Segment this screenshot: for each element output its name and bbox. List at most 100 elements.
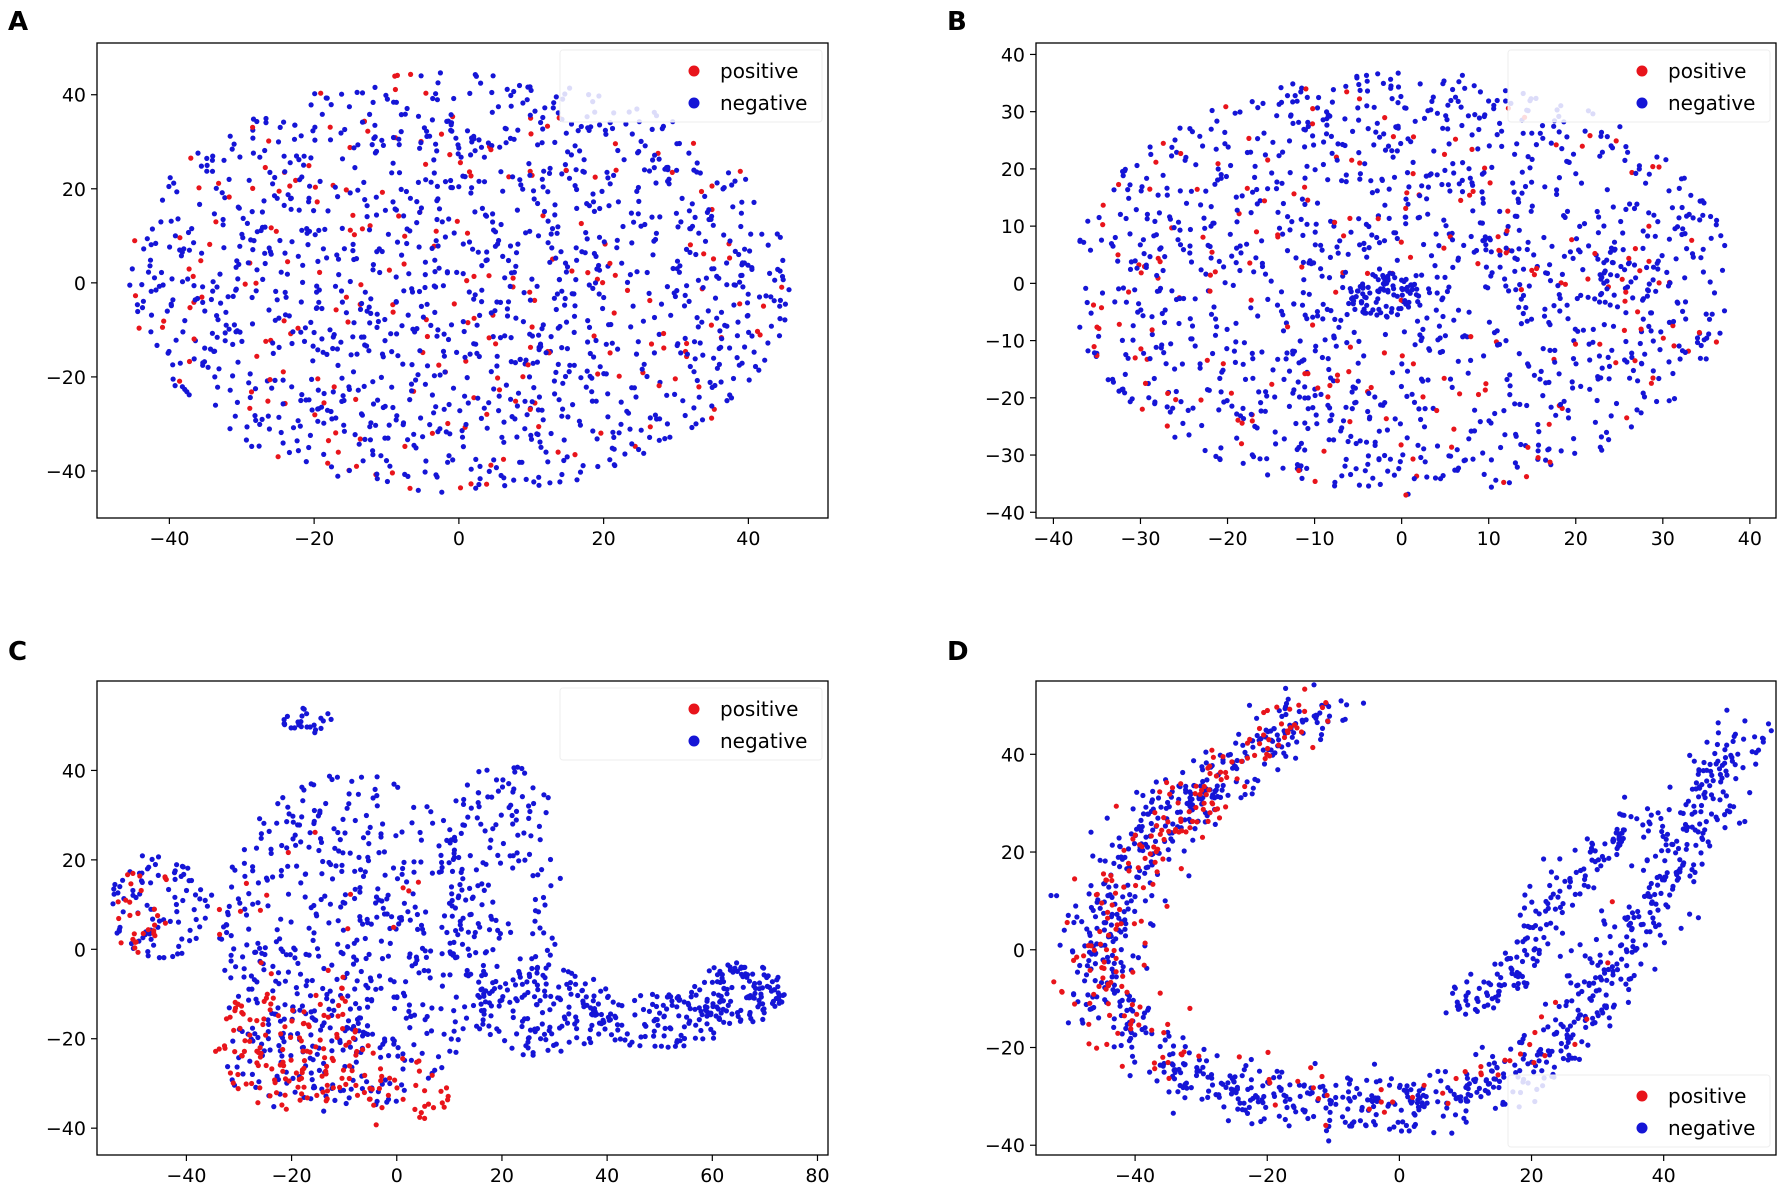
negative-point [568, 121, 575, 127]
negative-point [1434, 443, 1441, 449]
negative-point [435, 327, 441, 333]
positive-point [1347, 419, 1353, 425]
negative-point [308, 319, 314, 325]
positive-point [1407, 254, 1414, 260]
negative-point [540, 126, 546, 132]
negative-point [223, 309, 229, 315]
negative-point [1655, 219, 1661, 225]
negative-point [534, 966, 540, 972]
positive-point [415, 879, 421, 885]
negative-point [1280, 149, 1286, 155]
negative-point [1640, 822, 1646, 828]
negative-point [1439, 181, 1445, 188]
positive-point [394, 72, 400, 78]
positive-point [471, 395, 477, 401]
negative-point [422, 469, 428, 475]
negative-point [558, 249, 564, 255]
negative-point [1347, 286, 1353, 292]
negative-point [401, 900, 407, 906]
negative-point [375, 397, 381, 403]
negative-point [340, 899, 346, 906]
positive-point [1646, 258, 1652, 264]
negative-point [339, 299, 345, 305]
negative-point [1520, 310, 1526, 317]
negative-point [431, 170, 437, 176]
negative-point [696, 1017, 702, 1023]
negative-point [1446, 453, 1452, 459]
negative-point [1716, 766, 1723, 772]
negative-point [727, 1020, 733, 1026]
negative-point [481, 993, 487, 999]
negative-point [1288, 113, 1294, 119]
negative-point [1432, 263, 1438, 269]
negative-point [358, 411, 365, 417]
negative-point [1241, 1100, 1247, 1106]
negative-point [1707, 783, 1713, 789]
negative-point [378, 985, 384, 991]
positive-point [247, 1032, 253, 1038]
negative-point [1564, 208, 1571, 214]
negative-point [418, 140, 424, 146]
negative-point [175, 951, 181, 957]
negative-point [233, 264, 239, 270]
negative-point [529, 276, 535, 282]
negative-point [1305, 406, 1311, 412]
negative-point [1323, 1105, 1329, 1111]
negative-point [440, 348, 447, 354]
negative-point [541, 930, 547, 936]
negative-point [391, 781, 397, 787]
negative-point [1329, 99, 1335, 105]
positive-point [340, 1011, 346, 1018]
negative-point [1123, 215, 1129, 222]
negative-point [412, 904, 418, 910]
negative-point [416, 970, 422, 976]
negative-point [395, 353, 401, 359]
negative-point [340, 927, 346, 933]
negative-point [758, 991, 764, 997]
negative-point [1083, 285, 1089, 291]
negative-point [675, 224, 681, 230]
negative-point [261, 967, 267, 973]
negative-point [1388, 76, 1394, 82]
negative-point [1634, 945, 1640, 952]
negative-point [1248, 305, 1254, 311]
positive-point [321, 1046, 327, 1052]
negative-point [561, 967, 567, 973]
positive-point [1269, 381, 1275, 387]
positive-point [417, 1114, 423, 1120]
negative-point [1198, 202, 1204, 208]
positive-point [359, 226, 365, 232]
negative-point [1637, 340, 1643, 347]
negative-point [749, 266, 755, 272]
negative-point [1364, 254, 1370, 260]
negative-point [696, 230, 702, 236]
negative-point [389, 170, 395, 176]
negative-point [1270, 139, 1276, 145]
y-tick-label: −20 [985, 388, 1025, 410]
negative-point [598, 988, 604, 994]
positive-point [270, 995, 276, 1001]
negative-point [355, 142, 361, 148]
negative-point [1456, 79, 1462, 85]
negative-point [1187, 226, 1193, 233]
negative-point [674, 1038, 680, 1044]
negative-point [299, 227, 305, 233]
negative-point [556, 397, 562, 403]
negative-point [361, 179, 367, 185]
negative-point [376, 973, 383, 979]
negative-point [693, 1022, 699, 1028]
negative-point [468, 805, 474, 811]
negative-point [565, 149, 571, 155]
positive-point [376, 1085, 382, 1092]
negative-point [1334, 244, 1340, 250]
negative-point [342, 892, 348, 898]
negative-point [1159, 310, 1165, 317]
negative-point [552, 139, 558, 145]
positive-point [269, 1066, 275, 1072]
negative-point [1439, 348, 1446, 355]
negative-point [535, 200, 541, 207]
negative-point [508, 929, 514, 936]
negative-point [460, 319, 466, 325]
negative-point [498, 812, 504, 818]
